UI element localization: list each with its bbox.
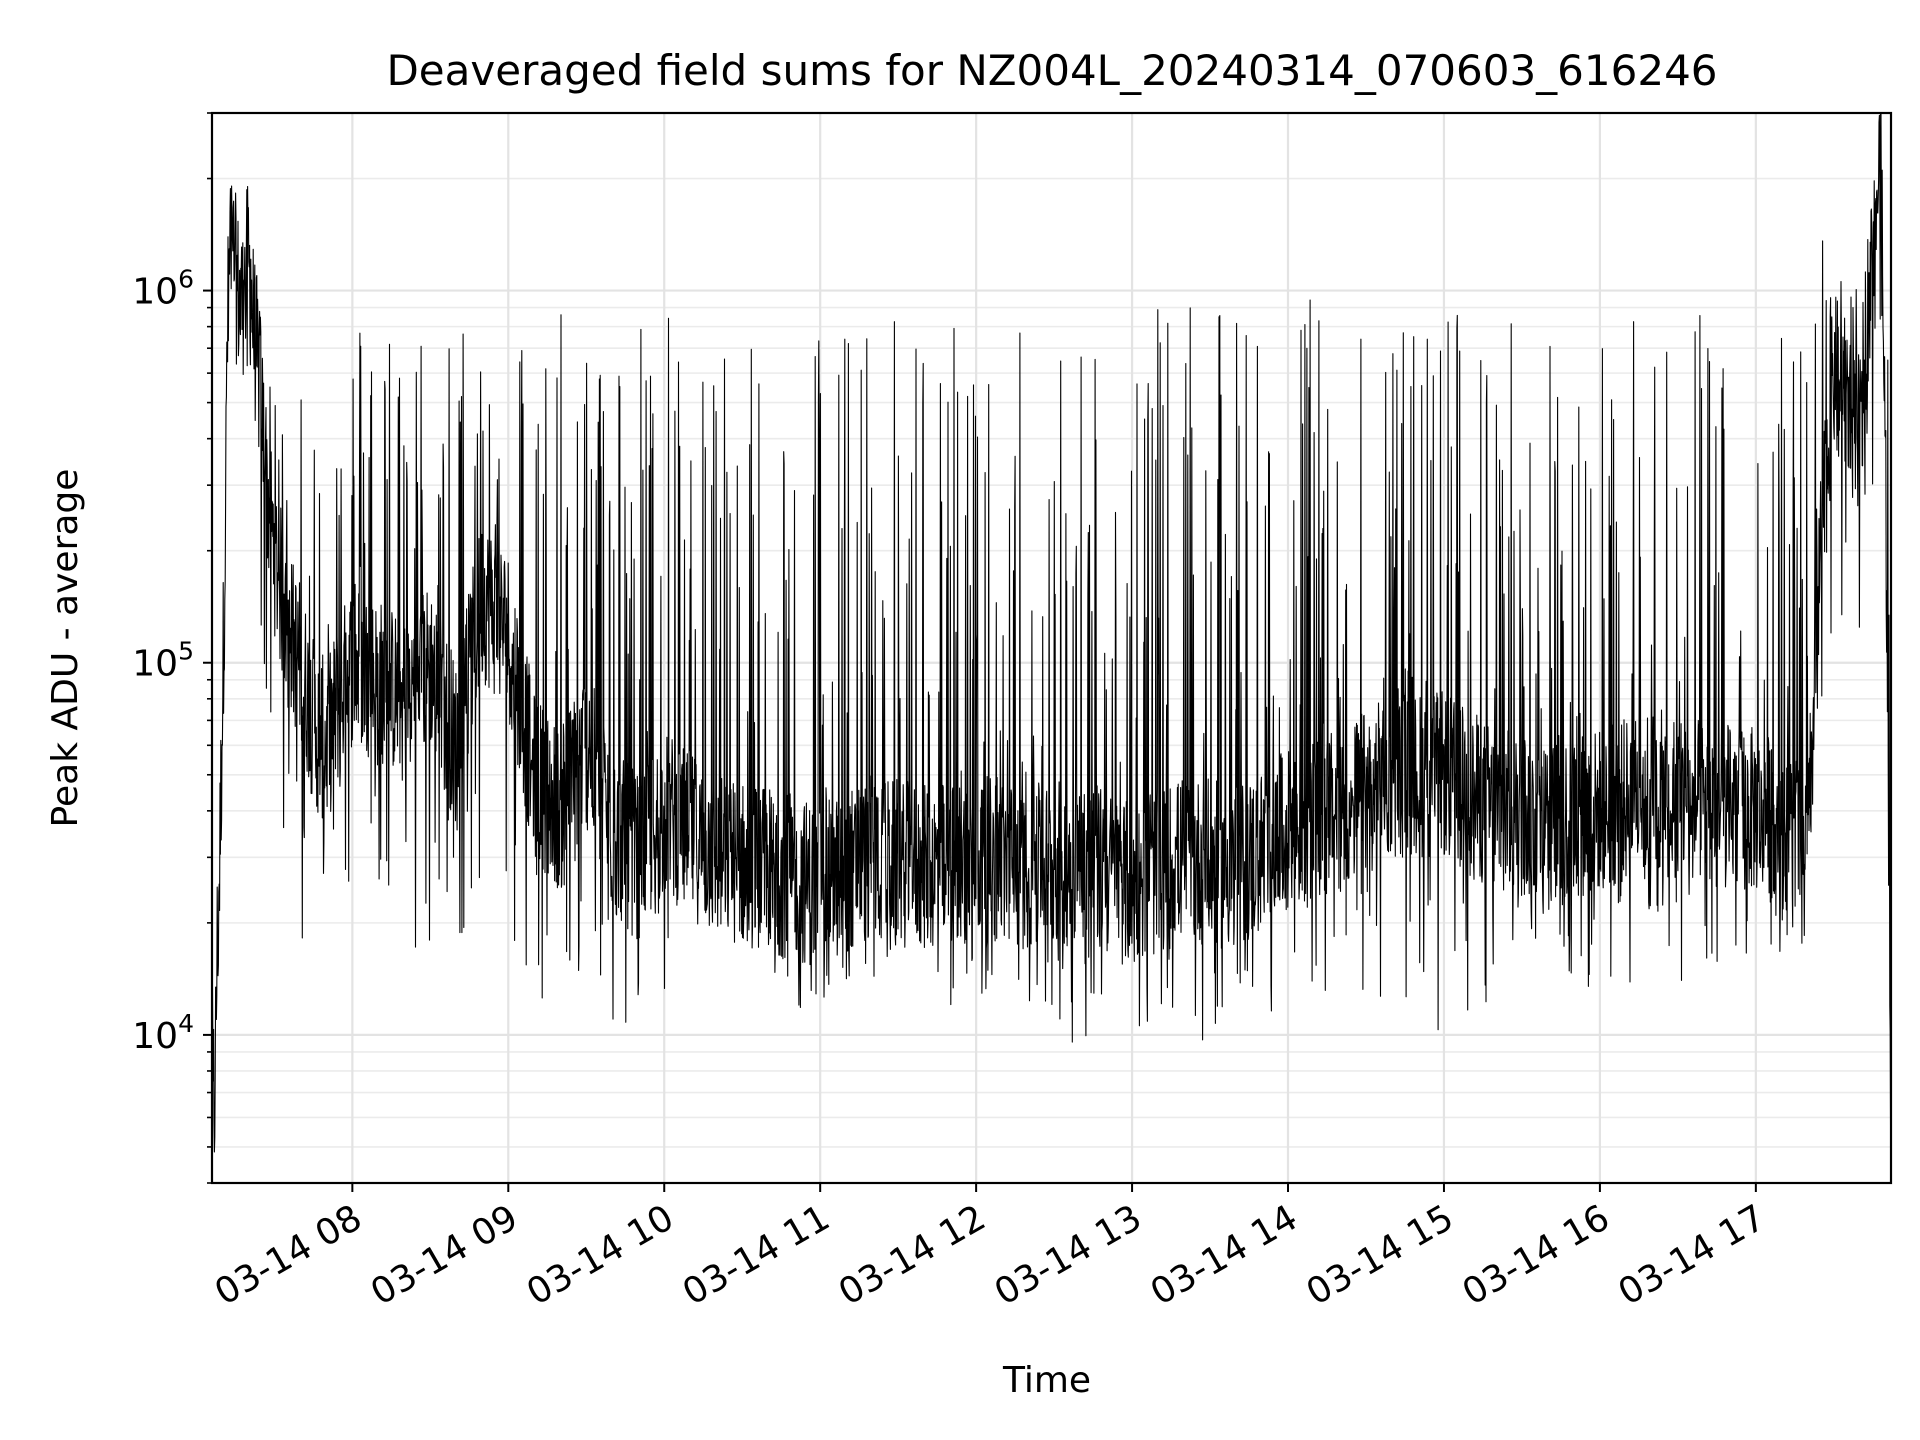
- plot-frame: [210, 111, 1893, 1185]
- y-axis: 104 105 106: [132, 112, 212, 1184]
- series-layer: [211, 112, 1892, 1184]
- y-tick-label: 105: [132, 637, 194, 685]
- series-line: [211, 112, 1892, 1184]
- y-tick-label: 104: [132, 1009, 194, 1057]
- x-axis-label: Time: [1002, 1360, 1091, 1401]
- y-tick-label: 106: [132, 265, 194, 313]
- chart-title: Deaveraged field sums for NZ004L_2024031…: [386, 46, 1717, 95]
- plot-area: [210, 111, 1893, 1185]
- y-axis-label: Peak ADU - average: [45, 469, 86, 828]
